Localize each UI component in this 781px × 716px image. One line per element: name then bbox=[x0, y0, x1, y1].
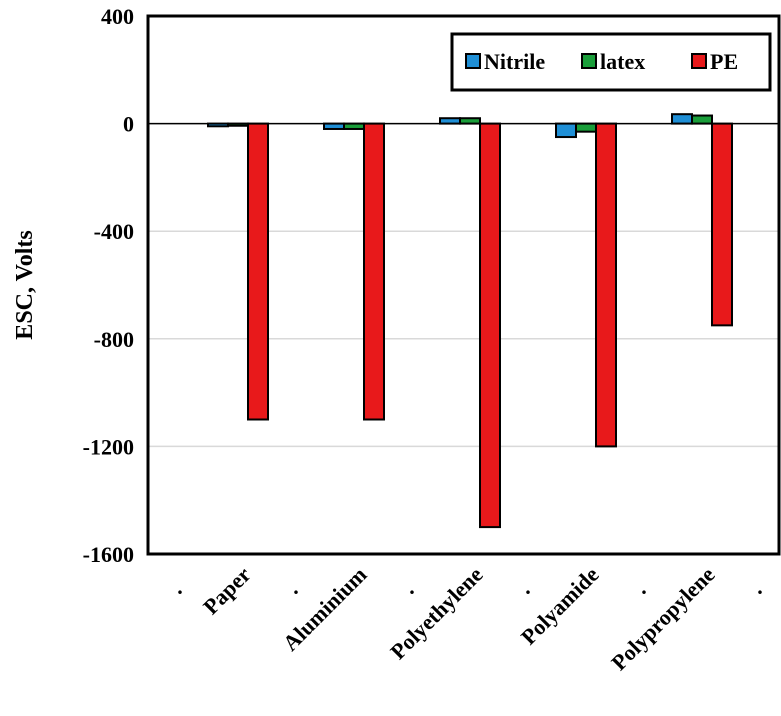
x-axis-labels: Paper Aluminium Polyethylene Polyamide Polyp… bbox=[177, 562, 763, 675]
bars bbox=[207, 113, 733, 529]
y-tick-label: 0 bbox=[123, 112, 134, 137]
legend-box bbox=[450, 32, 772, 92]
legend-label-nitrile: Nitrile bbox=[484, 49, 545, 74]
legend: Nitrile latex PE bbox=[450, 32, 772, 92]
x-separator-mark: . bbox=[641, 574, 647, 599]
legend-swatch-pe bbox=[691, 53, 707, 69]
y-axis-ticks: 400 0 -400 -800 -1200 -1600 bbox=[83, 4, 134, 567]
bar-pe-paper bbox=[247, 122, 269, 421]
x-separator-mark: . bbox=[293, 574, 299, 599]
bar-nitrile-polyamide bbox=[555, 122, 577, 139]
x-tick-label: Polyethylene bbox=[385, 562, 488, 665]
x-separator-mark: . bbox=[409, 574, 415, 599]
legend-label-pe: PE bbox=[710, 49, 738, 74]
y-tick-label: -1600 bbox=[83, 542, 134, 567]
x-tick-label: Paper bbox=[198, 562, 256, 620]
y-tick-label: -400 bbox=[94, 219, 134, 244]
y-axis-title: ESC, Volts bbox=[12, 230, 38, 339]
bar-pe-polypropylene bbox=[711, 122, 733, 327]
x-separator-mark: . bbox=[757, 574, 763, 599]
bar-pe-polyamide bbox=[595, 122, 617, 448]
y-tick-label: 400 bbox=[101, 4, 134, 29]
x-separator-mark: . bbox=[177, 574, 183, 599]
legend-swatch-nitrile bbox=[465, 53, 481, 69]
y-tick-label: -1200 bbox=[83, 434, 134, 459]
bar-nitrile-polypropylene bbox=[671, 113, 693, 125]
bar-latex-polypropylene bbox=[691, 114, 713, 125]
bar-latex-polyethylene bbox=[459, 117, 481, 125]
bar-latex-aluminium bbox=[343, 122, 365, 130]
gridlines bbox=[148, 15, 779, 555]
bar-pe-aluminium bbox=[363, 122, 385, 421]
legend-label-latex: latex bbox=[600, 49, 645, 74]
x-tick-label: Polypropylene bbox=[606, 562, 719, 675]
bar-latex-polyamide bbox=[575, 122, 597, 133]
y-tick-label: -800 bbox=[94, 327, 134, 352]
bar-nitrile-polyethylene bbox=[439, 117, 461, 125]
x-tick-label: Aluminium bbox=[278, 562, 372, 656]
bar-pe-polyethylene bbox=[479, 122, 501, 529]
bar-nitrile-aluminium bbox=[323, 122, 345, 130]
legend-swatch-latex bbox=[581, 53, 597, 69]
plot-area bbox=[146, 14, 781, 556]
x-separator-mark: . bbox=[525, 574, 531, 599]
